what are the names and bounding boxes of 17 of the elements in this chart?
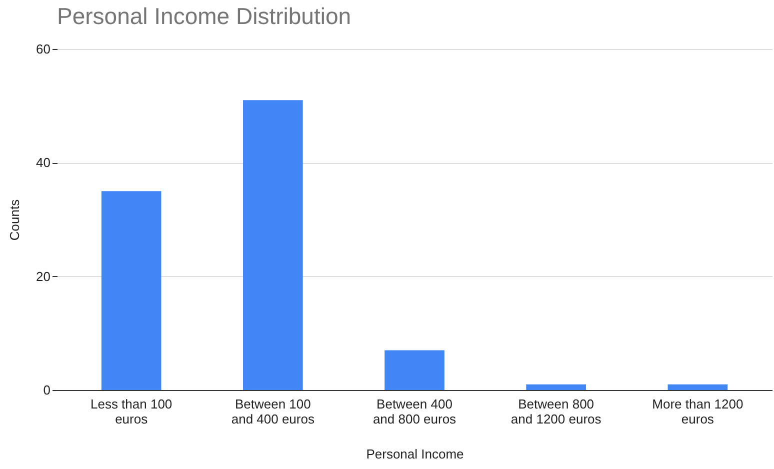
x-tick-label: Less than 100 euros [90, 396, 172, 426]
bar [101, 191, 162, 390]
x-tick-label: Between 100 and 400 euros [231, 396, 315, 426]
y-tick-label: 60 [36, 42, 50, 56]
chart-title: Personal Income Distribution [57, 3, 352, 29]
y-tick-label: 0 [43, 382, 50, 398]
y-tick-label: 40 [36, 155, 50, 170]
y-axis-title: Counts [7, 198, 22, 241]
y-tick-label: 20 [36, 268, 50, 284]
bar [526, 384, 586, 390]
bar [243, 100, 303, 390]
x-axis-title: Personal Income [366, 446, 464, 462]
x-tick-label: Between 400 and 800 euros [372, 396, 457, 426]
x-tick-label: Between 800 and 1200 euros [510, 396, 602, 426]
x-tick-label: More than 1200 euros [652, 396, 744, 426]
bar [668, 384, 728, 390]
bar [384, 350, 444, 390]
